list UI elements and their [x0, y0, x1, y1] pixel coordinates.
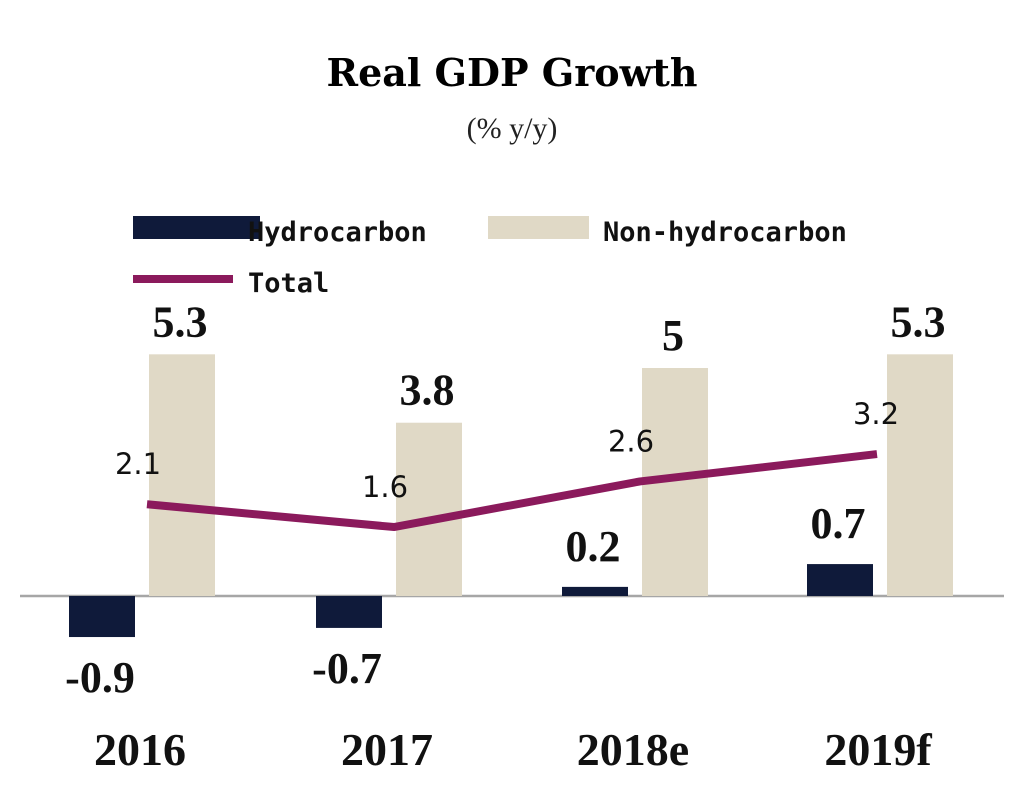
label-non-hydrocarbon-2018e: 5 [662, 311, 684, 360]
chart-subtitle: (% y/y) [467, 112, 558, 145]
bar-non-hydrocarbon-2017 [396, 422, 462, 596]
legend-label-total: Total [248, 268, 329, 299]
bar-hydrocarbon-2019f [807, 564, 873, 596]
label-non-hydrocarbon-2017: 3.8 [400, 366, 455, 415]
plot-area: -0.9 5.3 2016 -0.7 3.8 2017 0.2 5 2018e 0.7 5.3 201… [20, 297, 1004, 775]
label-hydrocarbon-2016: -0.9 [65, 653, 135, 702]
label-hydrocarbon-2018e: 0.2 [566, 522, 621, 571]
label-non-hydrocarbon-2019f: 5.3 [891, 297, 946, 346]
label-total-2017: 1.6 [362, 470, 408, 504]
x-tick-2018e: 2018e [577, 724, 689, 775]
label-total-2016: 2.1 [115, 447, 161, 481]
bar-hydrocarbon-2017 [316, 596, 382, 628]
label-hydrocarbon-2019f: 0.7 [811, 499, 866, 548]
x-tick-2019f: 2019f [824, 724, 932, 775]
legend-label-non-hydrocarbon: Non-hydrocarbon [603, 217, 847, 248]
bar-hydrocarbon-2016 [69, 596, 135, 638]
label-non-hydrocarbon-2016: 5.3 [153, 297, 208, 346]
x-tick-2017: 2017 [341, 724, 433, 775]
legend: Hydrocarbon Non-hydrocarbon Total [133, 216, 847, 299]
bar-hydrocarbon-2018e [562, 586, 628, 596]
bar-non-hydrocarbon-2019f [887, 354, 953, 596]
label-total-2018e: 2.6 [608, 424, 654, 458]
legend-label-hydrocarbon: Hydrocarbon [248, 217, 427, 248]
label-hydrocarbon-2017: -0.7 [312, 644, 382, 693]
x-tick-2016: 2016 [94, 724, 186, 775]
label-total-2019f: 3.2 [853, 397, 899, 431]
legend-swatch-hydrocarbon [133, 216, 260, 239]
bar-non-hydrocarbon-2016 [149, 354, 215, 596]
chart-title: Real GDP Growth [327, 50, 698, 95]
legend-swatch-non-hydrocarbon [488, 216, 589, 239]
line-total [146, 450, 878, 532]
